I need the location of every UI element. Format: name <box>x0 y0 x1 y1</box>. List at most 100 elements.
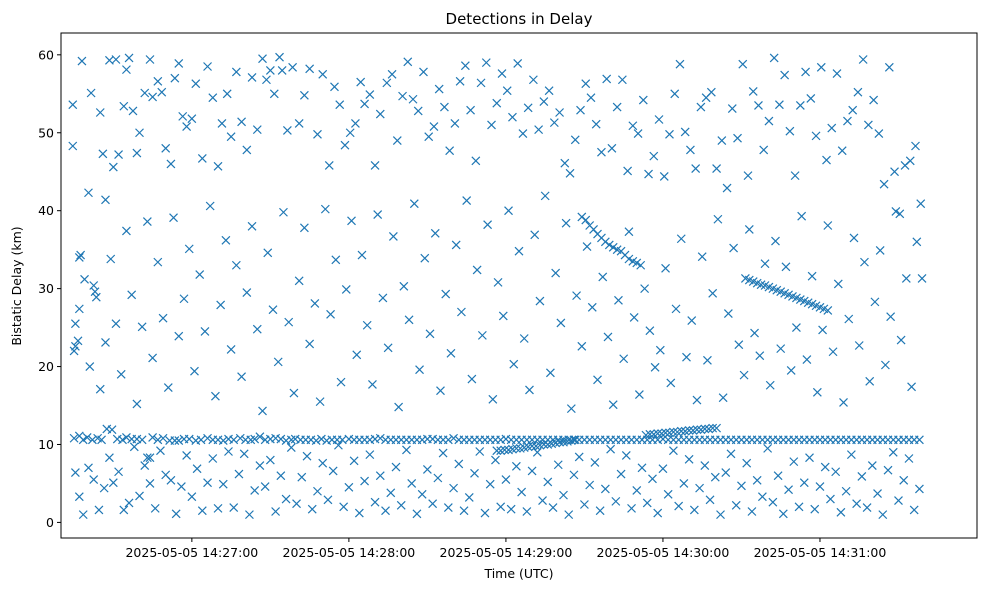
data-point <box>511 443 521 453</box>
data-point <box>614 295 623 305</box>
data-point <box>450 118 460 128</box>
data-point <box>909 505 919 515</box>
data-point <box>84 188 93 198</box>
data-point <box>271 507 281 516</box>
data-point <box>430 228 440 238</box>
data-point <box>801 67 811 77</box>
data-point <box>250 486 260 495</box>
data-point <box>606 444 616 454</box>
data-point <box>780 70 790 80</box>
data-point <box>135 128 144 138</box>
data-point <box>811 131 821 141</box>
data-point <box>326 309 335 319</box>
data-point <box>815 482 825 491</box>
data-point <box>135 491 144 501</box>
data-point <box>585 480 595 490</box>
data-point <box>252 125 262 135</box>
data-point <box>535 296 545 306</box>
data-point <box>857 472 867 481</box>
data-point <box>726 449 736 459</box>
data-point <box>320 204 330 214</box>
data-point <box>98 149 108 159</box>
chart-title: Detections in Delay <box>446 10 593 28</box>
data-point <box>519 334 529 343</box>
data-point <box>823 306 833 315</box>
data-point <box>218 479 228 489</box>
data-point <box>169 213 178 223</box>
data-point <box>471 156 481 166</box>
data-point <box>826 494 835 504</box>
data-point <box>245 510 254 520</box>
data-point <box>415 365 424 375</box>
data-point <box>119 101 129 111</box>
data-point <box>424 132 434 142</box>
data-point <box>527 441 537 451</box>
data-point <box>351 118 360 128</box>
data-point <box>685 145 695 155</box>
data-point <box>375 471 385 481</box>
data-point <box>158 433 168 443</box>
data-point <box>354 508 364 518</box>
data-point <box>668 427 678 437</box>
data-point <box>140 461 150 470</box>
data-point <box>828 347 838 357</box>
data-point <box>832 69 842 78</box>
data-point <box>722 183 732 193</box>
data-point <box>502 86 512 96</box>
data-point <box>166 159 176 169</box>
data-point <box>569 470 579 480</box>
data-point <box>769 53 779 63</box>
data-point <box>895 209 905 219</box>
x-tick-label: 2025-05-05 14:30:00 <box>597 545 730 560</box>
data-point <box>68 141 78 151</box>
data-point <box>203 478 212 488</box>
data-point <box>888 447 898 457</box>
data-point <box>566 404 576 414</box>
data-point <box>645 429 655 439</box>
data-point <box>816 62 826 72</box>
data-point <box>487 120 496 130</box>
data-point <box>640 284 650 294</box>
data-point <box>689 505 699 515</box>
data-point <box>417 489 427 499</box>
data-point <box>500 445 510 455</box>
data-point <box>237 117 247 127</box>
data-point <box>559 490 568 500</box>
data-point <box>439 102 449 112</box>
data-point <box>171 509 181 519</box>
data-point <box>224 447 233 456</box>
data-point <box>114 150 124 159</box>
data-point <box>407 479 417 488</box>
data-point <box>158 313 168 323</box>
data-point <box>318 458 328 468</box>
data-point <box>391 462 401 472</box>
data-point <box>679 479 689 488</box>
data-point <box>184 244 194 254</box>
data-point <box>539 440 549 449</box>
data-point <box>336 377 346 387</box>
data-point <box>822 155 831 165</box>
data-point <box>80 274 89 284</box>
data-point <box>262 75 271 85</box>
data-point <box>527 466 537 476</box>
data-point <box>491 455 500 465</box>
data-point <box>511 461 521 471</box>
data-point <box>570 435 580 445</box>
data-point <box>670 89 680 99</box>
data-point <box>597 147 606 157</box>
data-point <box>581 215 591 225</box>
data-point <box>260 482 270 491</box>
data-point <box>114 467 124 477</box>
data-point <box>570 135 580 145</box>
data-point <box>242 145 252 155</box>
data-point <box>341 284 351 294</box>
data-point <box>752 475 762 485</box>
data-point <box>538 496 547 506</box>
data-point <box>89 475 99 484</box>
data-point <box>653 508 663 518</box>
data-point <box>485 479 495 489</box>
data-point <box>237 372 247 382</box>
data-point <box>229 435 239 445</box>
data-point <box>161 143 171 153</box>
data-point <box>104 453 114 463</box>
